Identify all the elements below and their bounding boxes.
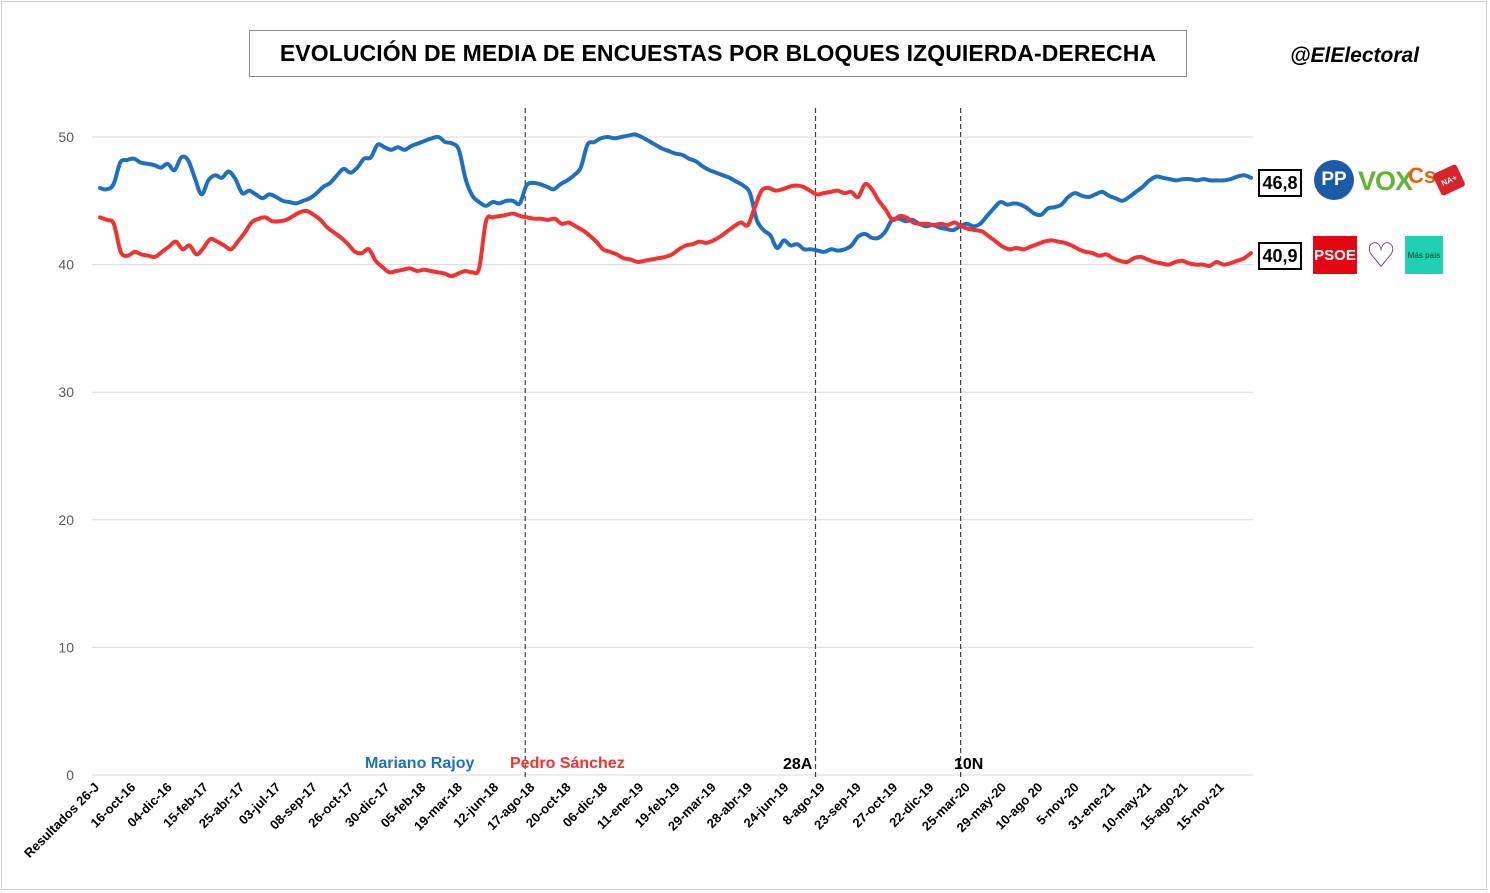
x-tick-labels: Resultados 26-J16-oct-1604-dic-1615-feb-… [21,780,1227,861]
psoe-logo: PSOE [1313,236,1357,274]
vox-logo: VOX [1358,166,1413,196]
series-lines [98,132,1253,279]
y-tick-label: 0 [66,767,74,783]
y-tick-label: 30 [58,384,74,400]
podemos-heart-icon: ♡ [1365,237,1397,275]
series-line-left-bloc [98,181,1253,279]
cs-logo: Cs [1408,163,1437,188]
label-pedro-sanchez: Pedro Sánchez [510,755,625,772]
y-tick-label: 20 [58,512,74,528]
period-annotations: Mariano Rajoy Pedro Sánchez 28A 10N [365,755,983,773]
pp-logo: PP [1314,160,1354,200]
series-line-right-bloc [98,132,1253,254]
brand-handle: @ElElectoral [1290,44,1420,67]
period-markers [524,108,962,778]
label-10n: 10N [954,756,983,773]
y-tick-labels: 0 10 20 30 40 50 [58,129,74,783]
y-tick-label: 40 [58,257,74,273]
y-tick-label: 10 [58,639,74,655]
label-mariano-rajoy: Mariano Rajoy [365,755,474,772]
y-tick-label: 50 [58,129,74,145]
label-28a: 28A [783,756,813,773]
mas-pais-logo: Más país [1405,236,1443,274]
end-value-left: 40,9 [1258,242,1302,270]
end-value-right: 46,8 [1258,169,1302,197]
chart-title: EVOLUCIÓN DE MEDIA DE ENCUESTAS POR BLOQ… [249,30,1187,77]
grid-lines [92,136,1253,776]
